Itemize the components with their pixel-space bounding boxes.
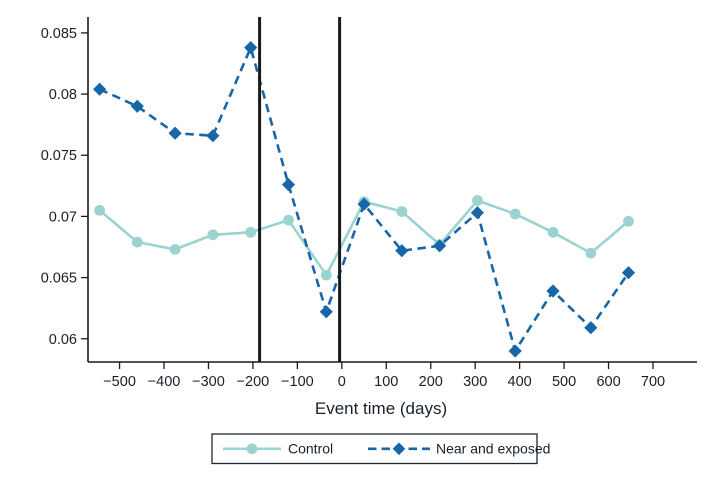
y-tick-label: 0.08: [49, 87, 77, 103]
control-data-point: [245, 226, 257, 238]
legend-label-near-exposed: Near and exposed: [436, 441, 550, 457]
near-exposed-data-point: [281, 178, 296, 192]
near-exposed-diamond-icon: [392, 442, 406, 456]
x-tick-label: 200: [419, 374, 443, 390]
legend-label-control: Control: [288, 441, 333, 457]
near-exposed-data-point: [357, 197, 371, 211]
near-exposed-data-point: [395, 244, 409, 258]
near-exposed-data-point: [130, 99, 144, 113]
near-exposed-data-point: [168, 126, 182, 140]
x-tick-label: −200: [237, 374, 270, 390]
near-exposed-data-point: [546, 284, 560, 298]
legend-entry-control: Control: [223, 441, 333, 457]
x-tick-label: 400: [508, 374, 532, 390]
control-data-point: [94, 204, 105, 216]
control-data-point: [283, 214, 294, 226]
y-tick-label: 0.06: [49, 332, 77, 348]
near-exposed-data-point: [584, 321, 598, 335]
near-exposed-data-point: [621, 266, 636, 280]
y-tick-label: 0.065: [41, 271, 77, 287]
control-data-point: [207, 229, 219, 241]
control-data-point: [169, 244, 181, 255]
near-exposed-data-point: [508, 344, 522, 358]
x-tick-label: 0: [338, 374, 346, 390]
x-tick-label: −400: [148, 374, 181, 390]
control-data-point: [585, 247, 597, 259]
control-data-point: [472, 195, 483, 206]
x-axis-title: Event time (days): [315, 399, 447, 418]
x-tick-label: 600: [596, 374, 620, 390]
x-tick-label: −500: [103, 374, 136, 390]
near-exposed-data-point: [319, 305, 333, 319]
series-control-line: [98, 198, 630, 278]
y-tick-label: 0.075: [41, 148, 77, 164]
near-exposed-data-point: [433, 239, 447, 253]
near-exposed-data-point: [93, 82, 107, 96]
x-tick-label: 100: [374, 374, 398, 390]
x-tick-label: 500: [552, 374, 576, 390]
control-data-point: [396, 206, 408, 217]
near-exposed-data-point: [244, 41, 258, 55]
legend: Control Near and exposed: [211, 433, 550, 465]
control-data-point: [131, 236, 143, 248]
control-data-point: [509, 208, 521, 220]
y-tick-label: 0.07: [49, 209, 77, 225]
x-tick-label: 300: [463, 374, 487, 390]
x-tick-label: 700: [641, 374, 665, 390]
control-data-point: [547, 226, 559, 238]
control-data-point: [623, 215, 634, 227]
y-tick-label: 0.085: [41, 26, 77, 42]
near-exposed-data-point: [206, 129, 220, 143]
control-data-point: [320, 269, 332, 281]
legend-entry-near-exposed: Near and exposed: [368, 441, 550, 457]
control-circle-icon: [246, 443, 258, 455]
near-exposed-data-point: [470, 206, 484, 220]
x-tick-label: −300: [192, 374, 225, 390]
x-tick-label: −100: [281, 374, 314, 390]
